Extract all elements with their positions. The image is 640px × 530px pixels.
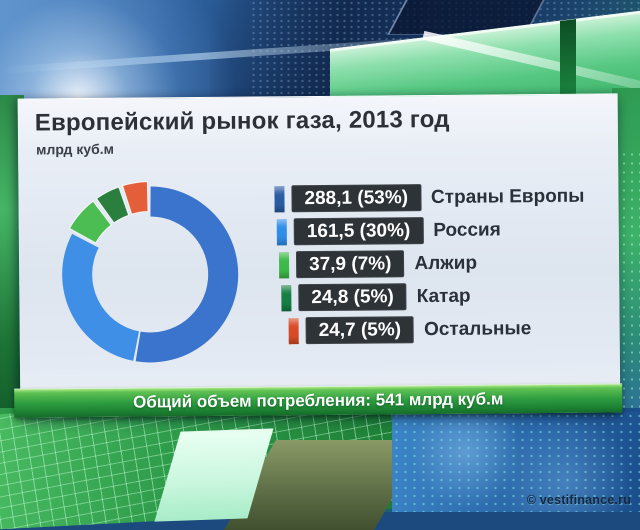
donut-slice <box>68 200 112 244</box>
legend-value: 37,9 (7%) <box>295 250 405 279</box>
donut-slice <box>121 181 149 215</box>
donut-chart <box>29 153 271 395</box>
legend-value: 24,8 (5%) <box>298 283 407 312</box>
legend-label: Остальные <box>423 317 532 340</box>
legend-label: Страны Европы <box>430 185 585 208</box>
legend-color-marker <box>288 317 299 344</box>
vestifinance-watermark: © vestifinance.ru <box>526 493 631 507</box>
legend-label: Катар <box>416 285 471 307</box>
legend-row: 24,7 (5%) Остальные <box>288 315 586 345</box>
legend-label: Россия <box>433 218 501 241</box>
legend-value: 24,7 (5%) <box>305 316 415 345</box>
legend-color-marker <box>274 185 285 212</box>
page-title: Европейский рынок газа, 2013 год <box>34 105 450 137</box>
total-consumption-text: Общий объем потребления: 541 млрд куб.м <box>133 389 504 412</box>
legend-row: 37,9 (7%) Алжир <box>278 249 585 279</box>
donut-slice <box>95 186 130 224</box>
donut-slice <box>135 186 239 363</box>
legend-value: 288,1 (53%) <box>291 184 422 213</box>
chart-legend: 288,1 (53%) Страны Европы 161,5 (30%) Росси… <box>274 183 585 351</box>
legend-label: Алжир <box>414 252 478 274</box>
legend-value: 161,5 (30%) <box>293 217 424 246</box>
legend-row: 161,5 (30%) Россия <box>276 216 585 246</box>
legend-row: 24,8 (5%) Катар <box>281 282 585 312</box>
legend-color-marker <box>276 218 287 245</box>
legend-row: 288,1 (53%) Страны Европы <box>274 183 585 213</box>
donut-chart-svg <box>62 181 239 363</box>
donut-slice <box>62 233 139 361</box>
background-ocean-dots <box>392 412 640 512</box>
total-consumption-bar: Общий объем потребления: 541 млрд куб.м <box>14 383 623 418</box>
legend-color-marker <box>278 251 290 278</box>
legend-color-marker <box>281 284 292 311</box>
chart-panel: Европейский рынок газа, 2013 год млрд ку… <box>14 93 623 418</box>
